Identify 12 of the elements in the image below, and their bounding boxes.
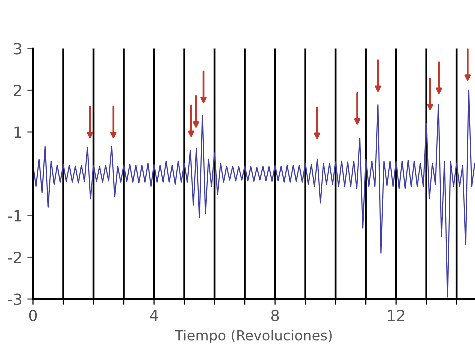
y-tick-label: -1 bbox=[8, 210, 22, 222]
y-tick-label: 1 bbox=[14, 126, 22, 138]
x-tick-label: 8 bbox=[271, 310, 280, 322]
x-axis-title: Tiempo (Revoluciones) bbox=[175, 330, 332, 344]
y-tick-label: 3 bbox=[14, 43, 22, 55]
y-tick-label: -2 bbox=[8, 252, 22, 264]
x-tick-label: 4 bbox=[150, 310, 158, 322]
y-tick-label: 2 bbox=[14, 84, 22, 96]
y-tick-label: -3 bbox=[8, 294, 22, 306]
line-series bbox=[33, 90, 475, 298]
x-tick-label: 12 bbox=[388, 310, 405, 322]
x-tick-label: 0 bbox=[29, 310, 38, 322]
